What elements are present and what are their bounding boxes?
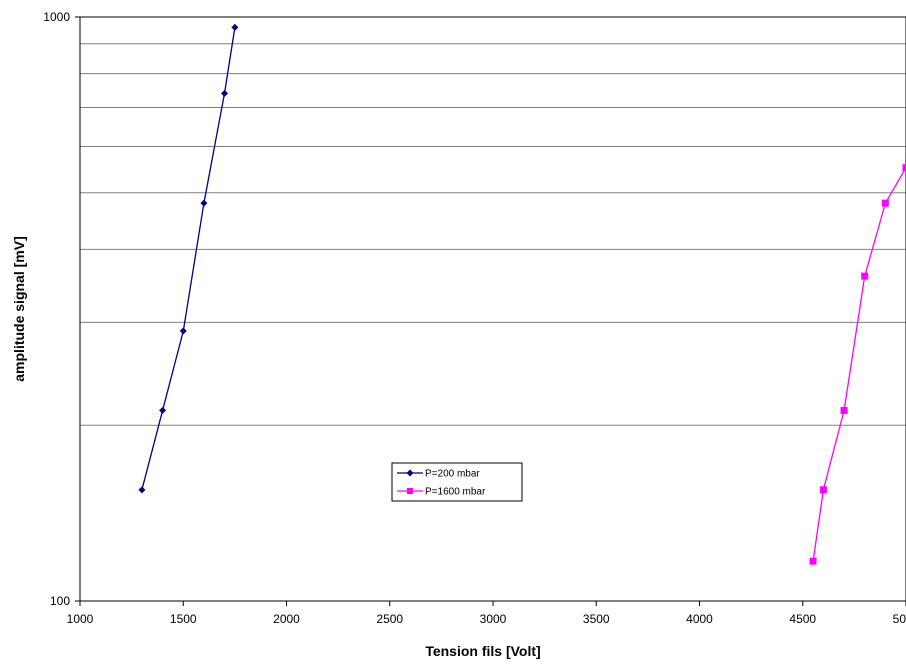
data-point-series-1 xyxy=(231,24,238,31)
data-point-series-2 xyxy=(882,200,889,207)
data-point-series-1 xyxy=(200,200,207,207)
data-point-series-1 xyxy=(138,486,145,493)
x-tick-label: 5000 xyxy=(893,612,906,626)
x-tick-label: 2000 xyxy=(273,612,300,626)
x-tick-label: 1500 xyxy=(170,612,197,626)
legend-label-series-2: P=1600 mbar xyxy=(425,487,486,498)
grid-lines xyxy=(80,44,906,425)
legend-marker-series-2 xyxy=(407,488,413,494)
x-tick-label: 2500 xyxy=(376,612,403,626)
plot-area-frame xyxy=(80,17,906,601)
data-point-series-2 xyxy=(820,486,827,493)
series-line-2 xyxy=(813,168,906,562)
y-tick-label: 1000 xyxy=(43,10,70,24)
x-tick-label: 3000 xyxy=(480,612,507,626)
legend-label-series-1: P=200 mbar xyxy=(425,469,480,480)
data-point-series-2 xyxy=(810,558,817,565)
x-axis-title: Tension fils [Volt] xyxy=(425,643,540,659)
data-point-series-2 xyxy=(861,273,868,280)
data-point-series-1 xyxy=(221,90,228,97)
data-point-series-2 xyxy=(903,164,906,171)
axes: 1000 1500 2000 2500 3000 3500 4000 4500 5000 100 1… xyxy=(43,10,906,626)
y-tick-label: 100 xyxy=(50,594,70,608)
x-tick-label: 3500 xyxy=(583,612,610,626)
x-tick-label: 4500 xyxy=(789,612,816,626)
x-tick-label: 4000 xyxy=(686,612,713,626)
data-point-series-1 xyxy=(159,407,166,414)
x-tick-label: 1000 xyxy=(67,612,94,626)
data-point-series-1 xyxy=(180,327,187,334)
y-axis-title: amplitude signal [mV] xyxy=(11,236,27,381)
legend: P=200 mbar P=1600 mbar xyxy=(392,463,522,501)
data-point-series-2 xyxy=(841,407,848,414)
series-line-1 xyxy=(142,27,235,489)
